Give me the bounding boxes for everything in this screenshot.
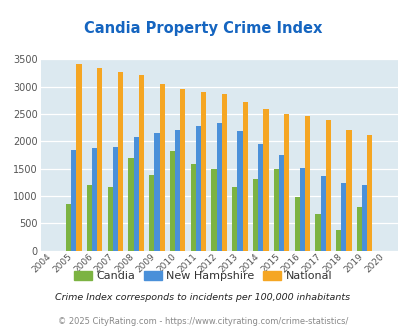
Bar [237,131,242,251]
Bar [71,149,76,251]
Bar [335,230,341,251]
Bar [66,204,71,251]
Bar [367,135,371,251]
Legend: Candia, New Hampshire, National: Candia, New Hampshire, National [69,266,336,285]
Bar [169,151,175,251]
Bar [294,197,299,251]
Bar [76,64,81,251]
Bar [211,169,216,251]
Bar [273,169,278,251]
Bar [154,133,159,251]
Bar [278,154,284,251]
Bar [232,187,237,251]
Bar [315,214,320,251]
Bar [190,164,195,251]
Bar [242,102,247,251]
Text: Candia Property Crime Index: Candia Property Crime Index [83,21,322,36]
Bar [356,207,361,251]
Text: © 2025 CityRating.com - https://www.cityrating.com/crime-statistics/: © 2025 CityRating.com - https://www.city… [58,317,347,326]
Bar [325,120,330,251]
Bar [128,158,133,251]
Bar [345,130,351,251]
Bar [175,130,180,251]
Text: Crime Index corresponds to incidents per 100,000 inhabitants: Crime Index corresponds to incidents per… [55,292,350,302]
Bar [320,176,325,251]
Bar [341,183,345,251]
Bar [195,126,200,251]
Bar [180,89,185,251]
Bar [159,84,164,251]
Bar [118,72,123,251]
Bar [258,144,263,251]
Bar [263,109,268,251]
Bar [133,137,139,251]
Bar [139,75,144,251]
Bar [304,116,309,251]
Bar [92,148,97,251]
Bar [252,179,258,251]
Bar [221,94,226,251]
Bar [97,68,102,251]
Bar [284,114,289,251]
Bar [87,185,92,251]
Bar [361,184,367,251]
Bar [216,123,221,251]
Bar [299,168,304,251]
Bar [149,175,154,251]
Bar [107,187,113,251]
Bar [113,147,118,251]
Bar [200,92,206,251]
